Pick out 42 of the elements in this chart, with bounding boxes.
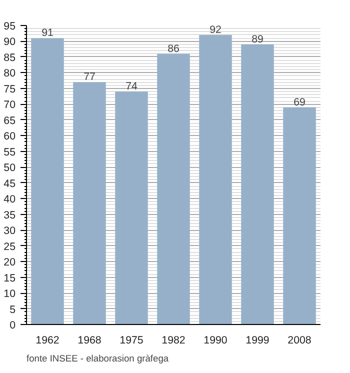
- bar: [31, 38, 64, 324]
- bar: [157, 54, 190, 324]
- x-tick-label: 2008: [288, 334, 312, 346]
- y-tick-label: 55: [4, 146, 16, 158]
- data-label: 89: [252, 33, 264, 46]
- y-tick-label: 40: [4, 194, 16, 206]
- bar: [199, 34, 232, 324]
- y-tick-label: 60: [4, 130, 16, 143]
- data-label: 86: [168, 42, 180, 55]
- bar: [73, 82, 106, 324]
- data-label: 92: [210, 24, 222, 36]
- y-tick-label: 15: [4, 272, 16, 284]
- y-tick-label: 50: [4, 162, 16, 174]
- x-tick-label: 1962: [36, 334, 60, 346]
- y-tick-label: 0: [10, 320, 16, 332]
- y-tick-label: 10: [4, 288, 16, 300]
- data-label: 69: [294, 96, 306, 108]
- y-tick-label: 45: [4, 178, 16, 190]
- data-label: 74: [126, 80, 138, 93]
- y-tick-label: 90: [4, 36, 16, 48]
- bar: [283, 107, 316, 324]
- bar: [115, 92, 148, 324]
- source-note: fonte INSEE - elaborasion gràfega: [26, 354, 170, 364]
- y-tick-label: 75: [4, 83, 16, 96]
- x-tick-label: 1990: [204, 334, 228, 346]
- y-tick-label: 25: [4, 240, 16, 253]
- data-label: 91: [42, 27, 54, 40]
- x-tick-label: 1999: [246, 334, 270, 346]
- y-tick-label: 80: [4, 68, 16, 80]
- x-tick-label: 1975: [120, 334, 144, 346]
- y-tick-label: 85: [4, 52, 16, 64]
- bar: [241, 44, 274, 324]
- y-tick-label: 70: [4, 99, 16, 112]
- x-tick-label: 1968: [78, 334, 102, 346]
- y-tick-label: 5: [10, 304, 16, 316]
- y-tick-label: 65: [4, 114, 16, 127]
- data-label: 77: [84, 71, 96, 84]
- y-tick-label: 30: [4, 225, 16, 238]
- y-tick-label: 20: [4, 256, 16, 269]
- y-tick-label: 95: [4, 20, 16, 32]
- x-tick-label: 1982: [162, 334, 186, 346]
- y-tick-label: 35: [4, 209, 16, 222]
